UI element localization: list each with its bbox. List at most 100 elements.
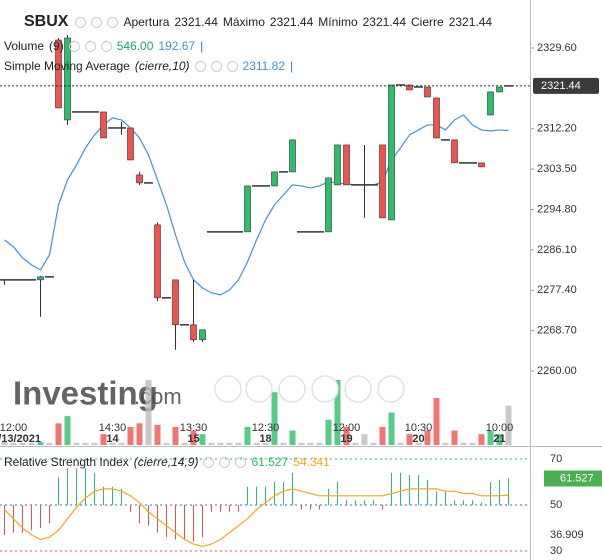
candle-body bbox=[244, 185, 251, 233]
volume-bar bbox=[208, 442, 215, 445]
icon[interactable] bbox=[226, 60, 238, 72]
sma-line bbox=[4, 114, 509, 296]
watermark-suffix: .com bbox=[134, 384, 182, 409]
icon[interactable] bbox=[107, 16, 119, 28]
volume-bar bbox=[37, 442, 44, 445]
header-legend: SBUX Apertura 2321.44 Máximo 2321.44 Mínimo 2… bbox=[4, 13, 492, 31]
volume-bar bbox=[118, 442, 125, 445]
rsi-signal-value: 54.341 bbox=[293, 455, 330, 469]
candle-body bbox=[424, 86, 431, 98]
y-tick-label: 2286.10 bbox=[537, 244, 577, 256]
candle-body bbox=[478, 162, 485, 168]
separator: | bbox=[200, 39, 204, 53]
icon[interactable] bbox=[210, 60, 222, 72]
volume-value: 546.00 bbox=[116, 39, 154, 53]
sma-value: 2311.82 bbox=[242, 59, 286, 73]
volume-bar bbox=[226, 442, 233, 445]
sma-params: (cierre,10) bbox=[134, 59, 190, 73]
nav-reset[interactable] bbox=[278, 375, 306, 403]
x-tick-label: 10:00 bbox=[486, 422, 514, 434]
x-tick-label: 14:30 bbox=[99, 422, 127, 434]
candle-body bbox=[334, 144, 341, 186]
sma-legend: Simple Moving Average (cierre,10) 2311.8… bbox=[4, 57, 293, 75]
y-tick-label: 2268.70 bbox=[537, 325, 577, 337]
volume-bar bbox=[388, 412, 395, 445]
volume-bar bbox=[28, 442, 35, 445]
volume-legend: Volume (9) 546.00 192.67 | bbox=[4, 37, 203, 55]
volume-bar bbox=[19, 442, 26, 445]
y-tick-label: 2277.40 bbox=[537, 284, 577, 296]
icon[interactable] bbox=[219, 456, 231, 468]
y-tick-label: 2294.80 bbox=[537, 203, 577, 215]
volume-bar bbox=[145, 380, 152, 445]
volume-bar bbox=[442, 442, 449, 445]
volume-bar bbox=[217, 442, 224, 445]
x-date-label: 21 bbox=[493, 433, 505, 445]
candle-body bbox=[136, 174, 143, 184]
x-tick-label: 13:30 bbox=[180, 422, 208, 434]
volume-bar bbox=[109, 442, 116, 445]
plot-layer: Investing.com 2329.60 2312.20 2303.50 2294.8… bbox=[0, 34, 602, 557]
volume-bar bbox=[262, 442, 269, 445]
volume-bar bbox=[469, 442, 476, 445]
rsi-params: (cierre,14,9) bbox=[133, 455, 199, 469]
candle-body bbox=[325, 177, 332, 233]
quote-value: 2321.44 bbox=[448, 15, 493, 29]
candle-body bbox=[379, 144, 386, 219]
nav-zoom-in[interactable] bbox=[311, 375, 339, 403]
icon[interactable] bbox=[84, 40, 96, 52]
icon[interactable] bbox=[235, 456, 247, 468]
x-tick-label: 12:00 bbox=[333, 422, 361, 434]
volume-bar bbox=[172, 426, 179, 445]
current-price-box bbox=[533, 77, 599, 94]
signal-line bbox=[4, 488, 509, 548]
icon[interactable] bbox=[203, 456, 215, 468]
nav-left[interactable] bbox=[214, 375, 242, 403]
volume-sma-value: 192.67 bbox=[158, 39, 196, 53]
current-rsi-label: 61.527 bbox=[560, 472, 594, 484]
candle-body bbox=[172, 279, 179, 326]
rsi-name: Relative Strength Index bbox=[4, 455, 129, 469]
candle-body bbox=[64, 37, 71, 121]
candle-body bbox=[451, 139, 458, 164]
nav-right[interactable] bbox=[344, 375, 372, 403]
volume-bar bbox=[271, 392, 278, 445]
icon[interactable] bbox=[194, 60, 206, 72]
volume-bar bbox=[127, 426, 134, 445]
candle-body bbox=[496, 86, 503, 93]
volume-bar bbox=[433, 398, 440, 445]
quote-name: Cierre bbox=[411, 15, 444, 29]
x-tick-label: 12:30 bbox=[252, 422, 280, 434]
volume-bar bbox=[91, 442, 98, 445]
quote-name: Mínimo bbox=[318, 15, 358, 29]
icon[interactable] bbox=[68, 40, 80, 52]
volume-bar bbox=[82, 442, 89, 445]
watermark: Investing bbox=[13, 375, 158, 412]
volume-bar bbox=[190, 430, 197, 445]
x-tick-label: 12:00 bbox=[0, 422, 27, 434]
y-tick-label: 2329.60 bbox=[537, 42, 577, 54]
navigation[interactable] bbox=[214, 375, 405, 403]
quote-name: Apertura bbox=[123, 15, 170, 29]
nav-zoom-out[interactable] bbox=[245, 375, 273, 403]
volume-bar bbox=[361, 434, 368, 445]
nav-end[interactable] bbox=[377, 375, 405, 403]
volume-bar bbox=[163, 442, 170, 445]
volume-bar bbox=[307, 442, 314, 445]
volume-bar bbox=[478, 434, 485, 445]
x-date-label: 20 bbox=[412, 433, 424, 445]
rsi-value: 61.527 bbox=[251, 455, 289, 469]
current-rsi-box bbox=[544, 470, 602, 487]
candle-body bbox=[154, 224, 161, 299]
icon[interactable] bbox=[91, 16, 103, 28]
y-tick-label: 2312.20 bbox=[537, 123, 577, 135]
volume-bar bbox=[415, 442, 422, 445]
icon[interactable] bbox=[75, 16, 87, 28]
volume-bar bbox=[460, 442, 467, 445]
volume-name: Volume bbox=[4, 39, 45, 53]
icon[interactable] bbox=[100, 40, 112, 52]
x-date-label: 14 bbox=[106, 433, 119, 445]
candle-body bbox=[55, 39, 62, 109]
